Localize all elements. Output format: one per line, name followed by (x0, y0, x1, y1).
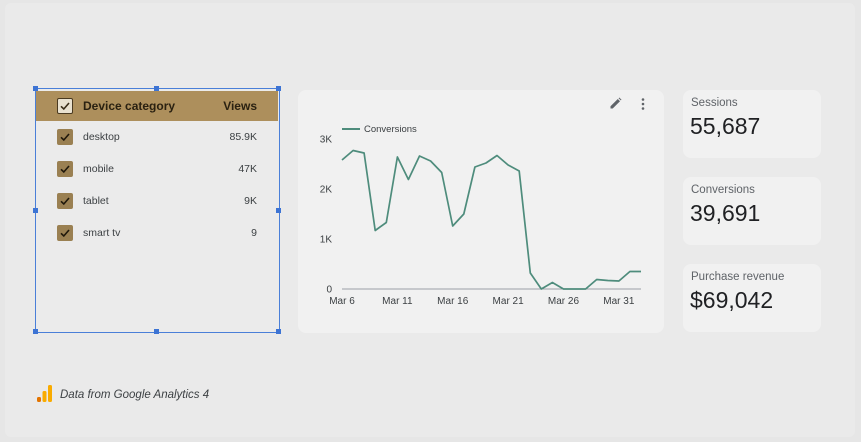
more-vert-icon[interactable] (641, 98, 645, 112)
data-point (385, 222, 387, 224)
resize-handle-bottom[interactable] (154, 329, 159, 334)
purchase-revenue-scorecard[interactable]: Purchase revenue $69,042 (683, 264, 821, 332)
checkmark-icon (60, 102, 70, 111)
resize-handle-top-left[interactable] (33, 86, 38, 91)
data-point (419, 155, 421, 157)
data-point (374, 230, 376, 232)
row-value: 9K (244, 195, 257, 207)
y-tick-label: 2K (320, 185, 333, 196)
data-point (529, 272, 531, 274)
resize-handle-bottom-left[interactable] (33, 329, 38, 334)
scorecard-label: Conversions (691, 184, 755, 196)
x-tick-label: Mar 6 (329, 296, 355, 307)
metric-header[interactable]: Views (223, 99, 257, 113)
resize-handle-top-right[interactable] (276, 86, 281, 91)
data-point (507, 164, 509, 166)
list-item[interactable]: tablet 9K (36, 185, 278, 217)
conversions-line-chart: Conversions 0 1K 2K 3K Mar 6 Mar 11 Mar 16 Mar… (320, 124, 642, 307)
legend-label: Conversions (364, 124, 417, 135)
y-tick-label: 0 (326, 285, 332, 296)
x-tick-label: Mar 31 (603, 296, 635, 307)
scorecard-label: Purchase revenue (691, 271, 785, 283)
row-label: tablet (83, 195, 109, 207)
row-value: 47K (238, 163, 257, 175)
data-point (574, 288, 576, 290)
scorecard-value: 55,687 (690, 113, 761, 139)
data-point (518, 170, 520, 172)
x-tick-label: Mar 21 (493, 296, 525, 307)
checkmark-icon (60, 133, 70, 142)
select-all-checkbox[interactable] (57, 98, 73, 114)
row-checkbox[interactable] (57, 193, 73, 209)
data-point (540, 288, 542, 290)
resize-handle-top[interactable] (154, 86, 159, 91)
data-point (352, 150, 354, 152)
row-checkbox[interactable] (57, 129, 73, 145)
footer-text: Data from Google Analytics 4 (60, 388, 210, 401)
data-source-footer: Data from Google Analytics 4 (37, 385, 209, 402)
row-label: desktop (83, 131, 120, 143)
checkmark-icon (60, 197, 70, 206)
checkmark-icon (60, 165, 70, 174)
scorecard-value: 39,691 (690, 200, 761, 226)
list-item[interactable]: mobile 47K (36, 153, 278, 185)
y-tick-label: 3K (320, 135, 333, 146)
conversions-series-line (341, 149, 641, 290)
data-point (363, 152, 365, 154)
data-point (551, 282, 553, 284)
resize-handle-bottom-right[interactable] (276, 329, 281, 334)
scorecard-value: $69,042 (690, 287, 774, 313)
data-point (485, 162, 487, 164)
row-label: smart tv (83, 227, 121, 239)
x-tick-label: Mar 26 (548, 296, 580, 307)
pencil-icon[interactable] (609, 97, 622, 112)
chart-legend: Conversions (342, 124, 417, 135)
data-point (629, 271, 631, 273)
device-category-control[interactable]: Device category Views desktop 85.9K mobi… (33, 86, 281, 334)
row-value: 85.9K (229, 131, 257, 143)
data-point (640, 271, 642, 273)
list-item[interactable]: desktop 85.9K (36, 121, 278, 153)
y-tick-label: 1K (320, 235, 333, 246)
row-label: mobile (83, 163, 114, 175)
data-point (596, 279, 598, 281)
data-point (474, 166, 476, 168)
sessions-scorecard[interactable]: Sessions 55,687 (683, 90, 821, 158)
data-point (441, 172, 443, 174)
row-checkbox[interactable] (57, 161, 73, 177)
resize-handle-left[interactable] (33, 208, 38, 213)
x-tick-label: Mar 16 (437, 296, 469, 307)
data-point (618, 280, 620, 282)
list-header[interactable]: Device category Views (36, 91, 278, 121)
x-tick-label: Mar 11 (382, 296, 413, 307)
data-point (607, 280, 609, 282)
data-point (463, 213, 465, 215)
checkmark-icon (60, 229, 70, 238)
google-analytics-icon (37, 385, 52, 402)
resize-handle-right[interactable] (276, 208, 281, 213)
data-point (396, 156, 398, 158)
data-point (407, 179, 409, 181)
data-point (585, 288, 587, 290)
conversions-scorecard[interactable]: Conversions 39,691 (683, 177, 821, 245)
data-point (452, 225, 454, 227)
conversions-chart-card[interactable]: Conversions 0 1K 2K 3K Mar 6 Mar 11 Mar 16 Mar… (298, 90, 664, 333)
data-point (496, 155, 498, 157)
dimension-header[interactable]: Device category (83, 99, 176, 113)
row-value: 9 (251, 227, 257, 239)
row-checkbox[interactable] (57, 225, 73, 241)
data-point (562, 288, 564, 290)
list-item[interactable]: smart tv 9 (36, 217, 278, 249)
data-point (341, 159, 343, 161)
data-point (430, 160, 432, 162)
scorecard-label: Sessions (691, 97, 738, 109)
